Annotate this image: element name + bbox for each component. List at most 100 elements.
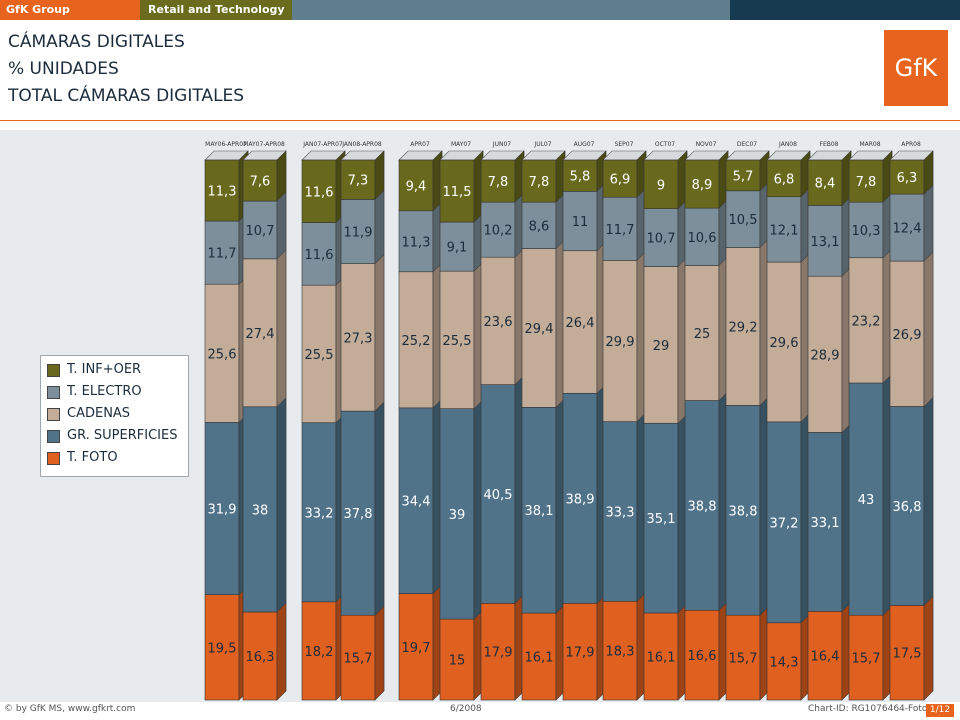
- bar-segment: [684, 609, 720, 701]
- data-label: 13,1: [811, 235, 840, 250]
- bar-segment: [301, 284, 337, 424]
- brand-right: Retail and Technology: [148, 3, 285, 16]
- footer-date: 6/2008: [450, 704, 482, 714]
- data-label: 43: [858, 493, 875, 508]
- bar-segment: [340, 263, 376, 412]
- bar-segment-side: [276, 150, 287, 202]
- data-label: 31,9: [208, 503, 237, 518]
- data-label: 37,8: [344, 507, 373, 522]
- bar-segment: [684, 265, 720, 401]
- data-label: 17,9: [484, 646, 513, 661]
- bar-segment: [848, 614, 884, 701]
- category-label: SEP07: [615, 141, 634, 148]
- bar-segment: [480, 256, 516, 385]
- title-line-1: CÁMARAS DIGITALES: [8, 32, 185, 52]
- bar-segment-side: [374, 189, 385, 265]
- data-label: 33,3: [606, 505, 635, 520]
- legend-label: T. ELECTRO: [67, 384, 142, 399]
- data-label: 25: [694, 327, 711, 342]
- data-label: 29,6: [770, 336, 799, 351]
- bar-segment: [439, 221, 475, 272]
- legend-label: T. FOTO: [67, 450, 118, 465]
- footer-copyright: © by GfK MS, www.gfkrt.com: [4, 704, 136, 714]
- data-label: 15,7: [852, 652, 881, 667]
- bar-segment: [398, 407, 434, 594]
- bar-segment: [242, 258, 278, 408]
- bar-segment: [725, 247, 761, 406]
- data-label: 38,9: [566, 492, 595, 507]
- brand-left: GfK Group: [6, 3, 70, 16]
- bar-segment: [398, 210, 434, 273]
- bar-segment: [684, 207, 720, 266]
- data-label: 7,3: [348, 174, 369, 189]
- data-label: 10,7: [246, 224, 275, 239]
- bar-segment: [643, 159, 679, 209]
- data-label: 25,6: [208, 347, 237, 362]
- data-label: 8,4: [815, 177, 836, 192]
- data-label: 14,3: [770, 655, 799, 670]
- data-label: 19,5: [208, 641, 237, 656]
- bar-segment: [301, 601, 337, 701]
- bar-segment: [562, 191, 598, 252]
- legend-label: CADENAS: [67, 406, 131, 421]
- data-label: 36,8: [893, 500, 922, 515]
- data-label: 11,7: [606, 223, 635, 238]
- data-label: 5,8: [570, 170, 591, 185]
- data-label: 8,9: [692, 178, 713, 193]
- data-label: 10,6: [688, 231, 717, 246]
- bar-segment: [439, 408, 475, 620]
- data-label: 6,8: [774, 172, 795, 187]
- data-label: 34,4: [402, 495, 431, 510]
- data-label: 7,6: [250, 175, 271, 190]
- data-label: 9,4: [406, 179, 427, 194]
- data-label: 25,2: [402, 334, 431, 349]
- data-label: 7,8: [856, 175, 877, 190]
- data-label: 8,6: [529, 219, 550, 234]
- data-label: 33,1: [811, 516, 840, 531]
- bar-segment: [643, 422, 679, 614]
- bar-segment: [242, 200, 278, 260]
- data-label: 33,2: [305, 506, 334, 521]
- data-label: 18,2: [305, 645, 334, 660]
- bar-segment: [684, 400, 720, 611]
- bar-segment: [602, 196, 638, 261]
- category-label: JAN07-APR07: [302, 141, 343, 148]
- top-bar-olive: [140, 0, 292, 20]
- data-label: 15,7: [344, 652, 373, 667]
- bar-segment-side: [374, 605, 385, 701]
- category-label: AUG07: [574, 141, 595, 148]
- data-label: 40,5: [484, 488, 513, 503]
- bar-segment: [848, 382, 884, 616]
- chart-legend: T. INF+OER T. ELECTRO CADENAS GR. SUPERFICI…: [40, 355, 189, 477]
- bar-segment: [643, 208, 679, 267]
- data-label: 27,3: [344, 331, 373, 346]
- title-line-3: TOTAL CÁMARAS DIGITALES: [8, 86, 245, 106]
- data-label: 10,5: [729, 213, 758, 228]
- bar-segment: [725, 614, 761, 701]
- legend-swatch: [47, 386, 60, 399]
- data-label: 15,7: [729, 652, 758, 667]
- data-label: 38,8: [729, 504, 758, 519]
- bar-segment: [807, 432, 843, 612]
- bar-segment-side: [374, 401, 385, 616]
- bar-segment: [439, 618, 475, 701]
- data-label: 12,1: [770, 223, 799, 238]
- bar-segment: [766, 196, 802, 263]
- data-label: 27,4: [246, 327, 275, 342]
- bar-segment-side: [923, 595, 934, 701]
- data-label: 5,7: [733, 169, 754, 184]
- data-label: 38: [252, 503, 269, 518]
- data-label: 18,3: [606, 645, 635, 660]
- category-label: MAR08: [859, 141, 880, 148]
- data-label: 11,7: [208, 247, 237, 262]
- bar-segment-side: [374, 150, 385, 201]
- data-label: 11,6: [305, 185, 334, 200]
- data-label: 23,6: [484, 315, 513, 330]
- category-label: MAY07: [451, 141, 471, 148]
- data-label: 38,1: [525, 504, 554, 519]
- bar-segment-side: [923, 251, 934, 408]
- data-label: 23,2: [852, 314, 881, 329]
- data-label: 37,2: [770, 516, 799, 531]
- bar-segment: [242, 406, 278, 613]
- bar-segment: [807, 611, 843, 701]
